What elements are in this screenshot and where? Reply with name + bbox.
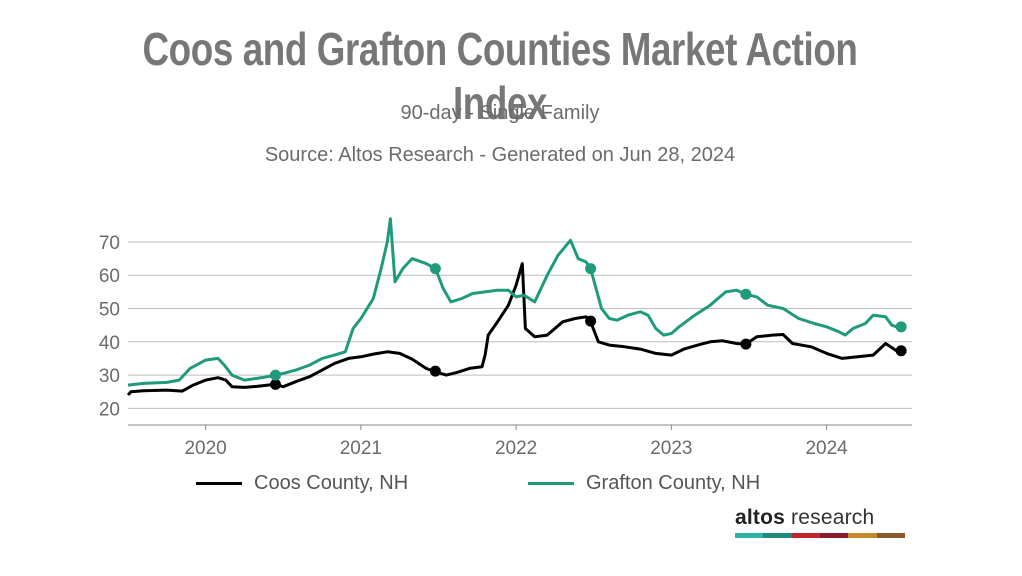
legend-item-grafton: Grafton County, NH [528, 472, 760, 495]
y-tick-label: 20 [99, 399, 120, 420]
y-tick-label: 50 [99, 300, 120, 321]
legend-label-coos: Coos County, NH [254, 472, 409, 494]
altos-logo: altos research [735, 506, 905, 538]
logo-color-bar [735, 533, 905, 538]
x-tick-label: 2020 [184, 438, 226, 459]
x-tick-label: 2024 [805, 438, 848, 459]
marker-grafton [740, 288, 752, 300]
legend-swatch-coos [196, 482, 242, 485]
legend-label-grafton: Grafton County, NH [586, 472, 761, 494]
x-tick-label: 2023 [650, 438, 692, 459]
x-tick-label: 2022 [495, 438, 537, 459]
y-tick-label: 40 [99, 333, 120, 354]
logo-bar-segment [848, 533, 877, 538]
marker-grafton [895, 321, 907, 333]
logo-text: altos research [735, 506, 905, 530]
chart-subtitle: 90-day - Single Family [400, 102, 600, 124]
y-tick-label: 30 [99, 366, 120, 387]
y-tick-label: 60 [99, 266, 120, 287]
logo-bar-segment [876, 533, 905, 538]
chart-title: Coos and Grafton Counties Market Action … [142, 23, 858, 129]
marker-grafton [269, 369, 281, 381]
legend-item-coos: Coos County, NH [196, 472, 408, 495]
marker-coos [740, 338, 752, 350]
series-line-grafton [127, 217, 897, 387]
logo-rest: research [785, 506, 875, 529]
chart-source: Source: Altos Research - Generated on Ju… [264, 144, 736, 166]
logo-bar-segment [819, 533, 849, 538]
marker-coos [585, 315, 597, 327]
marker-coos [429, 365, 441, 377]
x-tick-label: 2021 [340, 438, 382, 459]
marker-grafton [585, 263, 597, 275]
marker-coos [269, 378, 281, 390]
marker-coos [895, 345, 907, 357]
logo-bar-segment [763, 533, 792, 538]
legend-swatch-grafton [528, 482, 574, 485]
logo-bar-segment [791, 533, 820, 538]
y-tick-label: 70 [99, 233, 120, 254]
logo-bold: altos [735, 506, 786, 529]
marker-grafton [429, 263, 441, 275]
logo-bar-segment [735, 533, 764, 538]
